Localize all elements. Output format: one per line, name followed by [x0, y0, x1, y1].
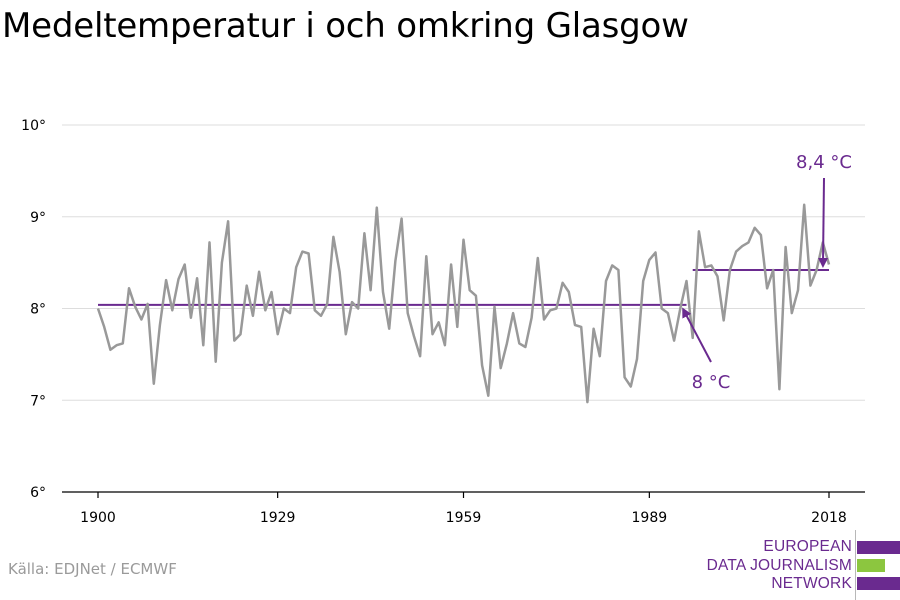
annotation-arrow-84	[818, 177, 829, 268]
edjnet-logo: EUROPEAN DATA JOURNALISM NETWORK	[705, 530, 900, 600]
annotation-label-84: 8,4 °C	[796, 152, 852, 173]
x-tick-label: 2018	[811, 510, 847, 526]
logo-line-1: EUROPEAN	[763, 538, 852, 555]
temperature-line	[96, 203, 831, 404]
logo-bar-purple-bottom	[857, 577, 900, 590]
logo-bar-purple-top	[857, 541, 900, 554]
y-tick-label: 9°	[30, 210, 46, 226]
logo-line-2: DATA JOURNALISM	[706, 556, 852, 574]
y-tick-label: 10°	[21, 118, 46, 134]
x-tick-label: 1900	[80, 510, 116, 526]
y-tick-label: 7°	[30, 393, 46, 409]
logo-text: EUROPEAN DATA JOURNALISM NETWORK	[707, 538, 852, 594]
logo-divider	[855, 530, 856, 600]
source-note: Källa: EDJNet / ECMWF	[8, 560, 177, 578]
y-tick-label: 6°	[30, 485, 46, 501]
annotation-label-8: 8 °C	[692, 372, 731, 393]
x-tick-label: 1989	[632, 510, 668, 526]
logo-line-3: NETWORK	[771, 575, 852, 592]
chart-title: Medeltemperatur i och omkring Glasgow	[2, 6, 689, 46]
y-tick-label: 8°	[30, 302, 46, 318]
x-tick-label: 1959	[446, 510, 482, 526]
annotation-arrow-8	[682, 307, 712, 363]
logo-bar-green	[857, 559, 885, 572]
x-tick-label: 1929	[260, 510, 296, 526]
